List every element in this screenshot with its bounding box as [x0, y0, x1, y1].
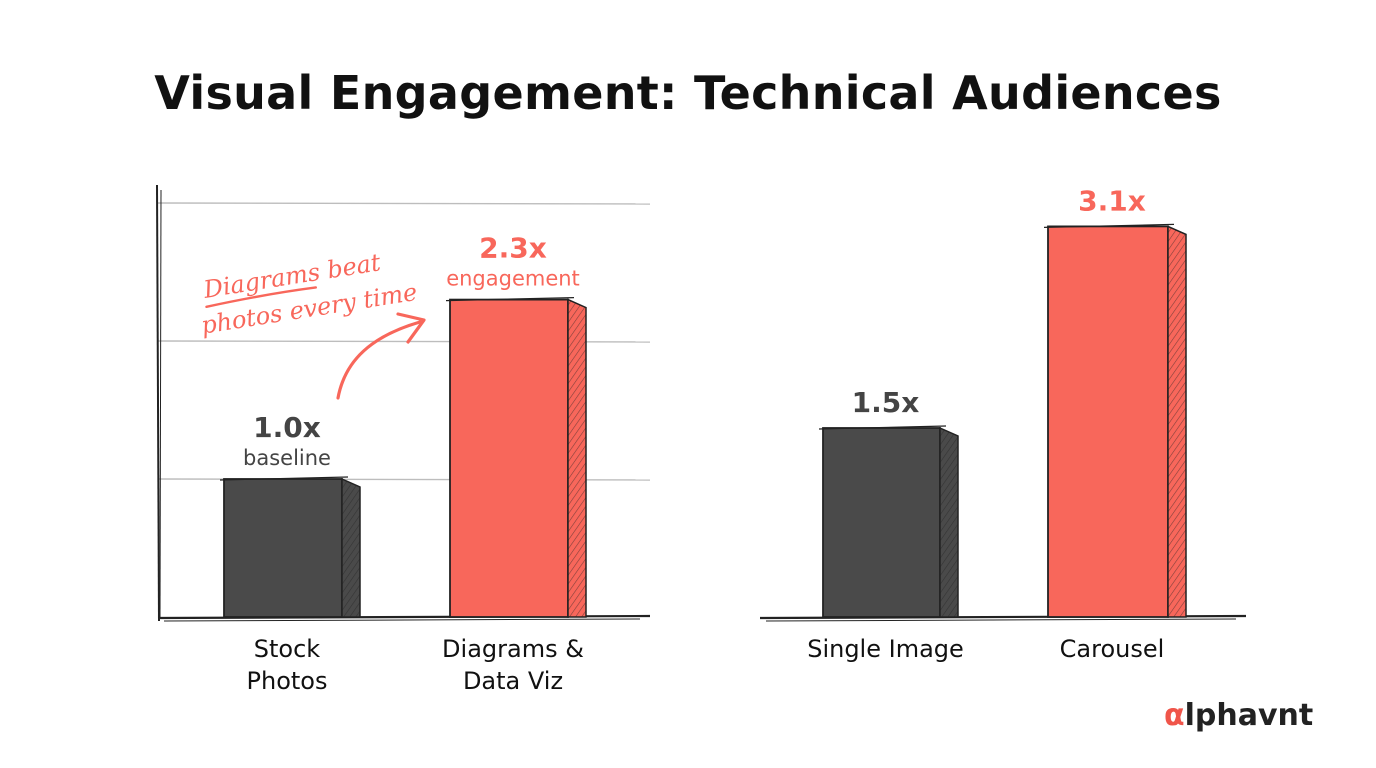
logo-accent: α: [1164, 698, 1185, 733]
x-axis-line-sketch: [765, 618, 1237, 622]
bar-side-hatch: [342, 479, 360, 617]
bar-value-label: 1.5x: [852, 386, 920, 419]
bar: [449, 298, 569, 618]
y-axis-line-sketch: [159, 189, 162, 618]
bar: [1047, 225, 1169, 618]
bar: [822, 427, 941, 618]
category-label: Photos: [247, 667, 328, 695]
y-axis-line: [156, 184, 160, 622]
annotation-arrowhead: [396, 312, 426, 344]
category-label: Single Image: [807, 635, 964, 663]
logo-text: lphavnt: [1184, 698, 1314, 733]
bar-side-hatch: [1168, 226, 1186, 617]
bar-sketch-edge: [818, 425, 947, 430]
bar-side-hatch: [940, 428, 958, 617]
x-axis-line-sketch: [163, 618, 641, 622]
bar-value-label: 3.1x: [1078, 184, 1146, 217]
annotation-arrow: [336, 320, 422, 400]
bar-value-label: 2.3x: [479, 232, 547, 265]
bar-sketch-edge: [445, 297, 575, 302]
bar-value-label: 1.0x: [253, 411, 321, 444]
bar: [223, 478, 343, 618]
brand-logo: αlphavnt: [1164, 698, 1313, 733]
gridline: [157, 202, 651, 205]
chart-title: Visual Engagement: Technical Audiences: [154, 66, 1222, 120]
annotation-underline: [205, 286, 318, 309]
bar-sub-label: engagement: [446, 267, 580, 291]
category-label: Stock: [254, 635, 321, 663]
bar-sketch-edge: [219, 476, 349, 481]
bar-sketch-edge: [1043, 223, 1175, 228]
bar-sub-label: baseline: [243, 446, 331, 470]
category-label: Data Viz: [463, 667, 563, 695]
bar-side-hatch: [568, 299, 586, 617]
category-label: Carousel: [1060, 635, 1165, 663]
category-label: Diagrams &: [442, 635, 584, 663]
